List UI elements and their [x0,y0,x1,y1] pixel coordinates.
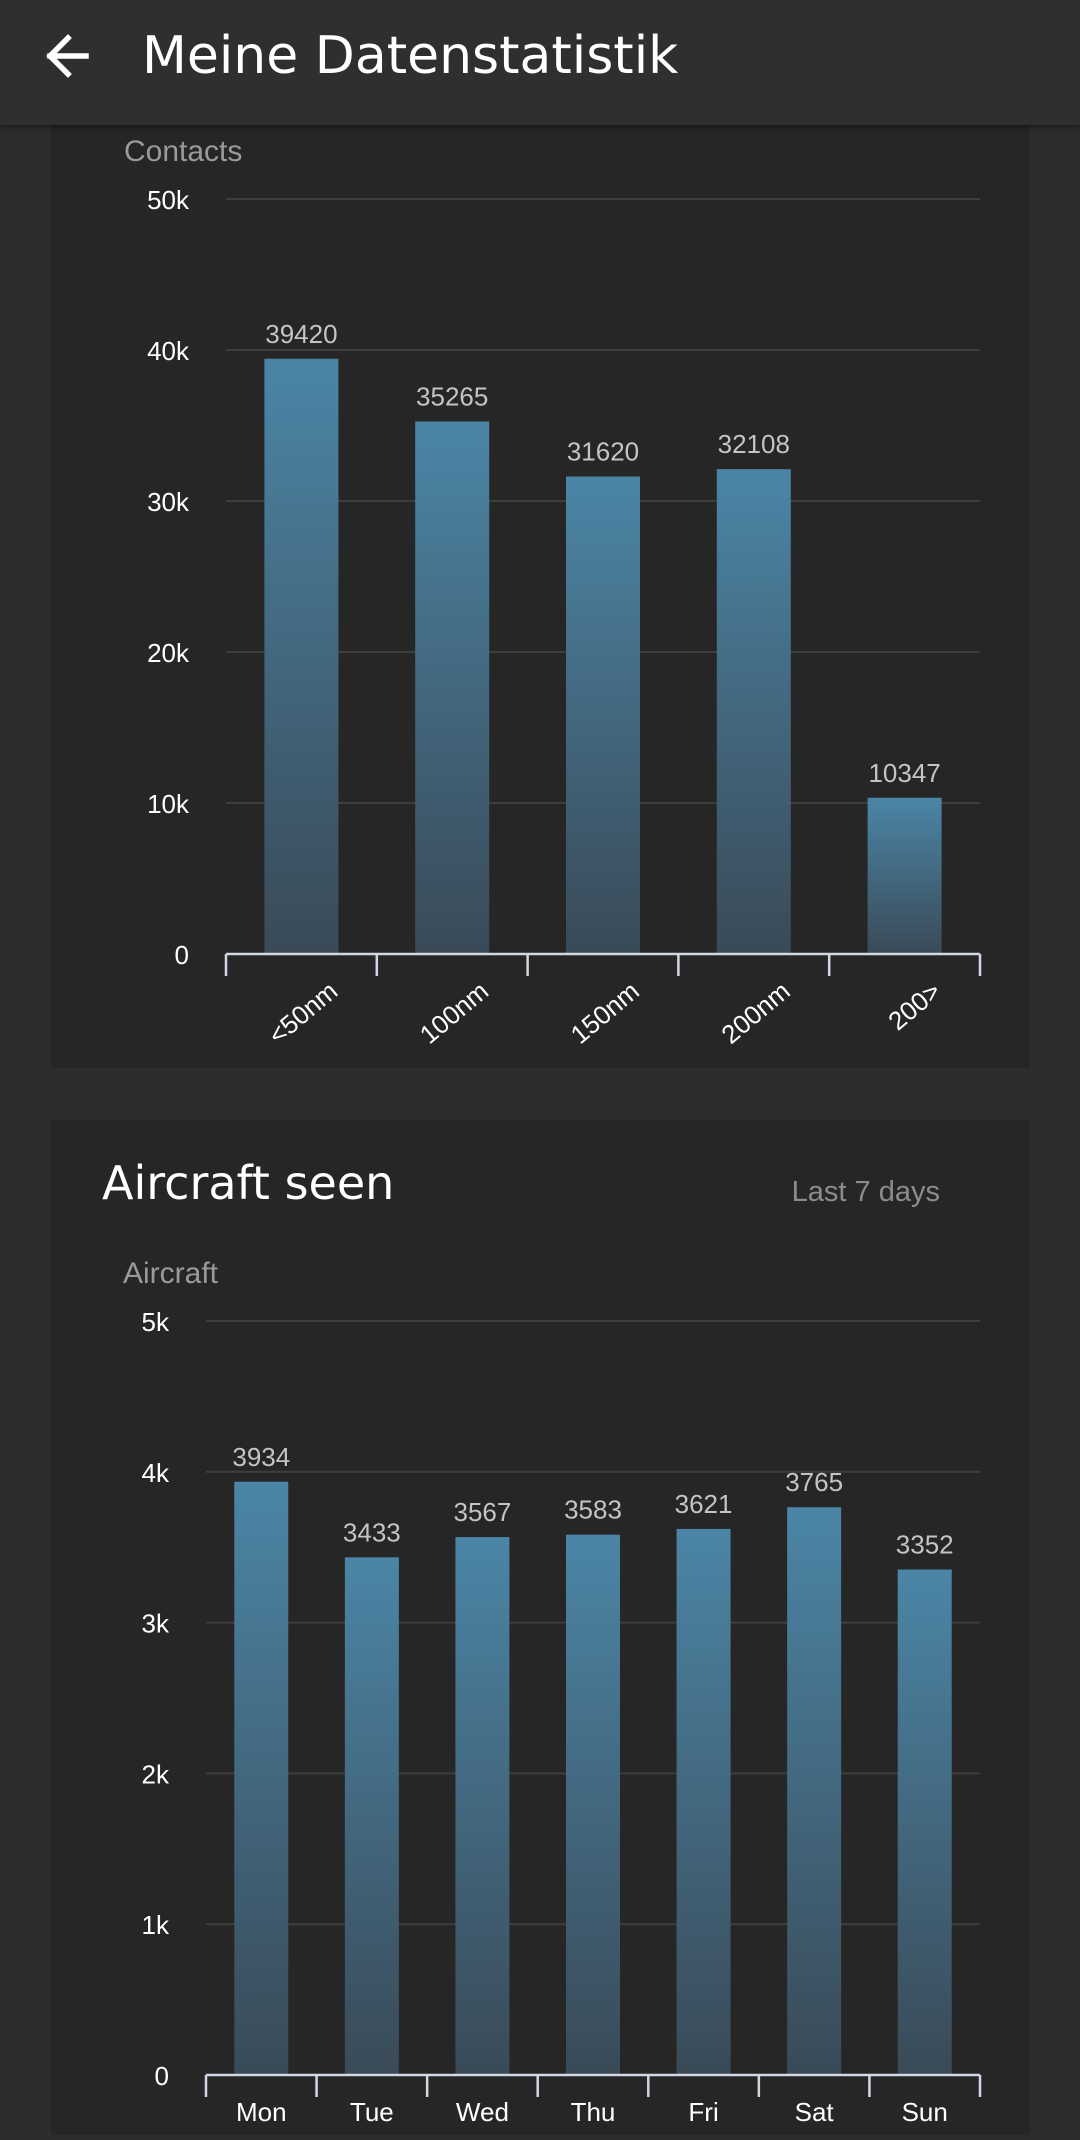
x-tick-label: 200> [882,976,946,1037]
x-tick-label: Wed [456,2097,509,2127]
data-label: 3567 [454,1497,512,1527]
x-tick-label: 150nm [565,976,645,1050]
y-tick-label: 30k [147,487,190,517]
y-tick-label: 3k [142,1609,170,1639]
x-tick-label: Thu [571,2097,616,2127]
data-label: 3765 [785,1467,843,1497]
data-label: 35265 [416,381,488,411]
y-unit-label: Aircraft [123,1257,219,1290]
bar [867,797,942,954]
y-tick-label: 1k [142,1910,170,1940]
bar [234,1481,289,2075]
app-bar: Meine Datenstatistik [0,0,1080,125]
x-tick-label: Tue [350,2097,394,2127]
time-range-label[interactable]: Last 7 days [791,1176,940,1208]
page-title: Meine Datenstatistik [142,26,679,86]
card-title: Aircraft seen [102,1156,395,1210]
bar [566,476,640,954]
data-label: 31620 [567,437,639,467]
y-unit-label: Contacts [124,135,242,168]
x-tick-label: Mon [236,2097,287,2127]
data-label: 3621 [675,1489,733,1519]
y-tick-label: 40k [147,336,190,366]
bar [344,1557,399,2075]
data-label: 32108 [718,429,790,459]
bar [787,1507,842,2075]
bar [264,358,339,954]
arrow-left-icon [46,34,89,78]
y-tick-label: 5k [142,1307,170,1337]
data-label: 3352 [896,1530,954,1560]
aircraft-chart: Aircraft 0 1k 2k 3k 4k 5k 3934 3433 3567 3583 3621 3… [123,1257,982,2127]
y-tick-label: 0 [175,940,189,970]
y-tick-label: 20k [147,638,190,668]
data-label: 3433 [343,1517,401,1547]
contacts-card: Contacts 0 10k 20k 30k 40k 50k 39420 35265 31620 3… [51,125,1030,1068]
x-tick-label: <50nm [263,976,344,1051]
y-tick-label: 2k [142,1759,170,1789]
bar [716,469,791,954]
y-tick-label: 50k [147,185,190,215]
aircraft-seen-card: Aircraft seen Last 7 days Aircraft 0 1k 2k 3… [51,1120,1030,2135]
data-label: 3934 [232,1442,290,1472]
bar [676,1528,731,2075]
contacts-chart: Contacts 0 10k 20k 30k 40k 50k 39420 35265 31620 3… [124,135,982,1051]
back-button[interactable] [40,26,110,96]
x-tick-label: Sat [795,2097,835,2127]
data-label: 10347 [868,758,940,788]
data-label: 39420 [265,319,337,349]
data-label: 3583 [564,1495,622,1525]
y-tick-label: 10k [147,789,190,819]
y-tick-label: 0 [155,2061,169,2091]
bar [897,1569,952,2075]
bar [566,1534,620,2075]
bar [415,421,490,954]
bar [455,1537,510,2075]
x-tick-label: 200nm [715,976,795,1050]
x-tick-label: 100nm [414,976,494,1050]
x-tick-label: Sun [902,2097,948,2127]
x-tick-label: Fri [688,2097,718,2127]
y-tick-label: 4k [142,1458,170,1488]
